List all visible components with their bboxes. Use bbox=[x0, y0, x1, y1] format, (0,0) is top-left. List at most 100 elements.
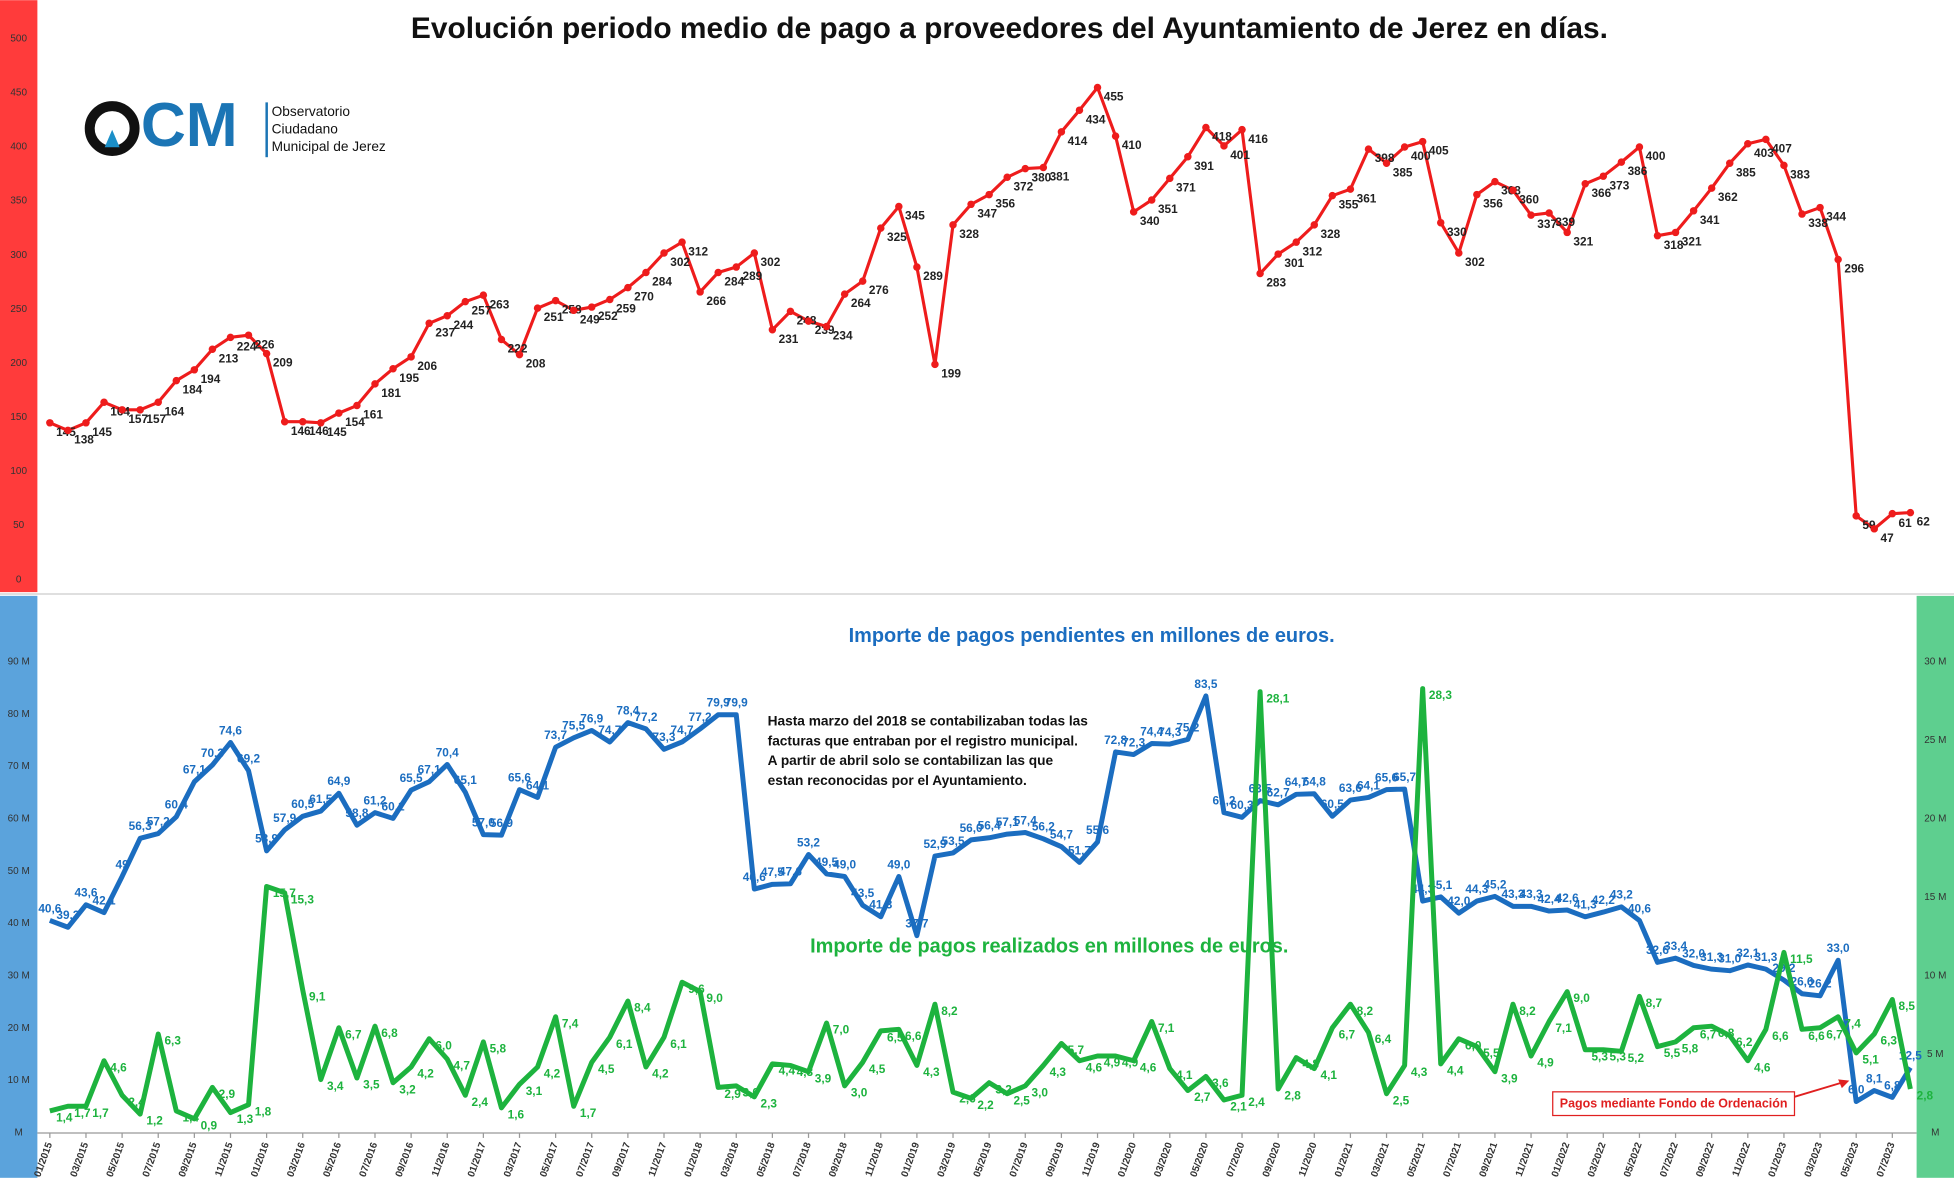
data-label: 63,6 bbox=[1339, 781, 1362, 795]
data-label: 6,8 bbox=[1718, 1026, 1735, 1040]
point bbox=[678, 238, 686, 246]
y-tick-label: M bbox=[15, 1128, 23, 1139]
data-label: 391 bbox=[1194, 159, 1214, 173]
annotation-box bbox=[1552, 1091, 1796, 1117]
data-label: 45,2 bbox=[1483, 877, 1506, 891]
data-label: 9,6 bbox=[688, 982, 705, 996]
data-label: 77,2 bbox=[689, 710, 712, 724]
data-label: 53,5 bbox=[942, 834, 965, 848]
data-label: 6,7 bbox=[1826, 1027, 1843, 1041]
data-label: 266 bbox=[706, 294, 726, 308]
data-label: 41,3 bbox=[869, 898, 892, 912]
data-label: 4,9 bbox=[1537, 1056, 1554, 1070]
y-tick-label: 500 bbox=[10, 33, 27, 44]
data-label: 5,8 bbox=[1682, 1041, 1699, 1055]
data-label: 7,1 bbox=[1555, 1021, 1572, 1035]
data-label: 6,1 bbox=[670, 1037, 687, 1051]
data-label: 75,2 bbox=[1176, 720, 1199, 734]
data-label: 42,2 bbox=[1592, 893, 1615, 907]
data-label: 249 bbox=[580, 312, 600, 326]
data-label: 414 bbox=[1068, 134, 1088, 148]
data-label: 385 bbox=[1393, 165, 1413, 179]
data-label: 154 bbox=[345, 415, 365, 429]
data-label: 371 bbox=[1176, 180, 1196, 194]
data-label: 46,6 bbox=[743, 870, 766, 884]
arrow-head bbox=[1838, 1079, 1850, 1089]
data-label: 372 bbox=[1013, 179, 1033, 193]
data-label: 405 bbox=[1429, 144, 1449, 158]
data-label: 42,0 bbox=[1447, 894, 1470, 908]
point bbox=[931, 360, 939, 369]
data-label: 60,5 bbox=[291, 797, 314, 811]
point bbox=[1599, 172, 1608, 180]
data-label: 146 bbox=[291, 424, 311, 438]
data-label: 226 bbox=[255, 337, 275, 351]
data-label: 60,5 bbox=[1321, 797, 1344, 811]
annotation: Pagos mediante Fondo de Ordenación bbox=[1560, 1097, 1788, 1111]
data-label: 380 bbox=[1032, 171, 1052, 185]
data-label: 57,9 bbox=[273, 811, 296, 825]
data-label: 344 bbox=[1826, 210, 1846, 224]
data-label: 73,7 bbox=[544, 728, 567, 742]
data-label: 2,4 bbox=[128, 1095, 145, 1109]
data-label: 6,7 bbox=[1700, 1027, 1717, 1041]
point bbox=[1075, 106, 1084, 114]
data-label: 49 bbox=[116, 857, 130, 871]
point bbox=[244, 331, 253, 339]
data-label: 157 bbox=[128, 412, 148, 426]
point bbox=[1744, 139, 1752, 148]
point bbox=[1798, 210, 1806, 218]
data-label: 4,2 bbox=[652, 1067, 669, 1081]
point bbox=[750, 249, 759, 257]
line bbox=[48, 693, 1913, 1105]
data-label: 49,5 bbox=[815, 855, 838, 869]
point bbox=[389, 364, 397, 373]
data-label: 3,1 bbox=[526, 1084, 543, 1098]
point bbox=[515, 350, 524, 359]
data-label: 356 bbox=[1483, 197, 1503, 211]
data-label: 9,1 bbox=[309, 990, 326, 1004]
data-label: 3,2 bbox=[995, 1082, 1012, 1096]
point bbox=[1726, 159, 1734, 167]
data-label: 5,8 bbox=[490, 1041, 507, 1055]
data-label: 157 bbox=[146, 412, 166, 426]
y2-tick-label: 30 M bbox=[1924, 657, 1946, 668]
data-label: 11,5 bbox=[1790, 952, 1813, 966]
data-label: 259 bbox=[616, 302, 636, 316]
data-label: 56,2 bbox=[1032, 820, 1055, 834]
data-label: 8,2 bbox=[941, 1004, 958, 1018]
data-label: 302 bbox=[761, 255, 781, 269]
data-label: 15,3 bbox=[291, 892, 314, 906]
y-tick-label: 90 M bbox=[8, 657, 30, 668]
data-label: 6,8 bbox=[1884, 1078, 1901, 1092]
point bbox=[1310, 221, 1319, 229]
point bbox=[1238, 125, 1246, 134]
data-label: 42,1 bbox=[93, 894, 116, 908]
data-label: 75,5 bbox=[562, 719, 585, 733]
data-label: 47 bbox=[1880, 531, 1894, 545]
data-label: 57,4 bbox=[1014, 813, 1037, 827]
point bbox=[1870, 525, 1878, 533]
data-label: 58,8 bbox=[345, 806, 368, 820]
point bbox=[768, 326, 777, 334]
data-label: 351 bbox=[1158, 202, 1178, 216]
point bbox=[840, 290, 849, 298]
y-tick-label: 60 M bbox=[8, 814, 30, 825]
data-label: 6,8 bbox=[381, 1026, 398, 1040]
data-label: 7,0 bbox=[833, 1023, 850, 1037]
data-label: 5,1 bbox=[1862, 1052, 1879, 1066]
data-label: 2,9 bbox=[219, 1087, 236, 1101]
y2-tick-label: 5 M bbox=[1927, 1049, 1944, 1060]
point bbox=[497, 335, 506, 344]
data-label: 4,4 bbox=[779, 1063, 796, 1077]
point bbox=[858, 277, 867, 285]
data-label: 6,4 bbox=[1375, 1032, 1392, 1046]
data-label: 330 bbox=[1447, 225, 1467, 239]
data-label: 208 bbox=[526, 357, 546, 371]
data-label: 52,9 bbox=[923, 837, 946, 851]
data-label: 318 bbox=[1664, 238, 1684, 252]
data-label: 2,9 bbox=[724, 1087, 741, 1101]
data-label: 9,0 bbox=[706, 991, 723, 1005]
data-label: 6,7 bbox=[345, 1027, 362, 1041]
